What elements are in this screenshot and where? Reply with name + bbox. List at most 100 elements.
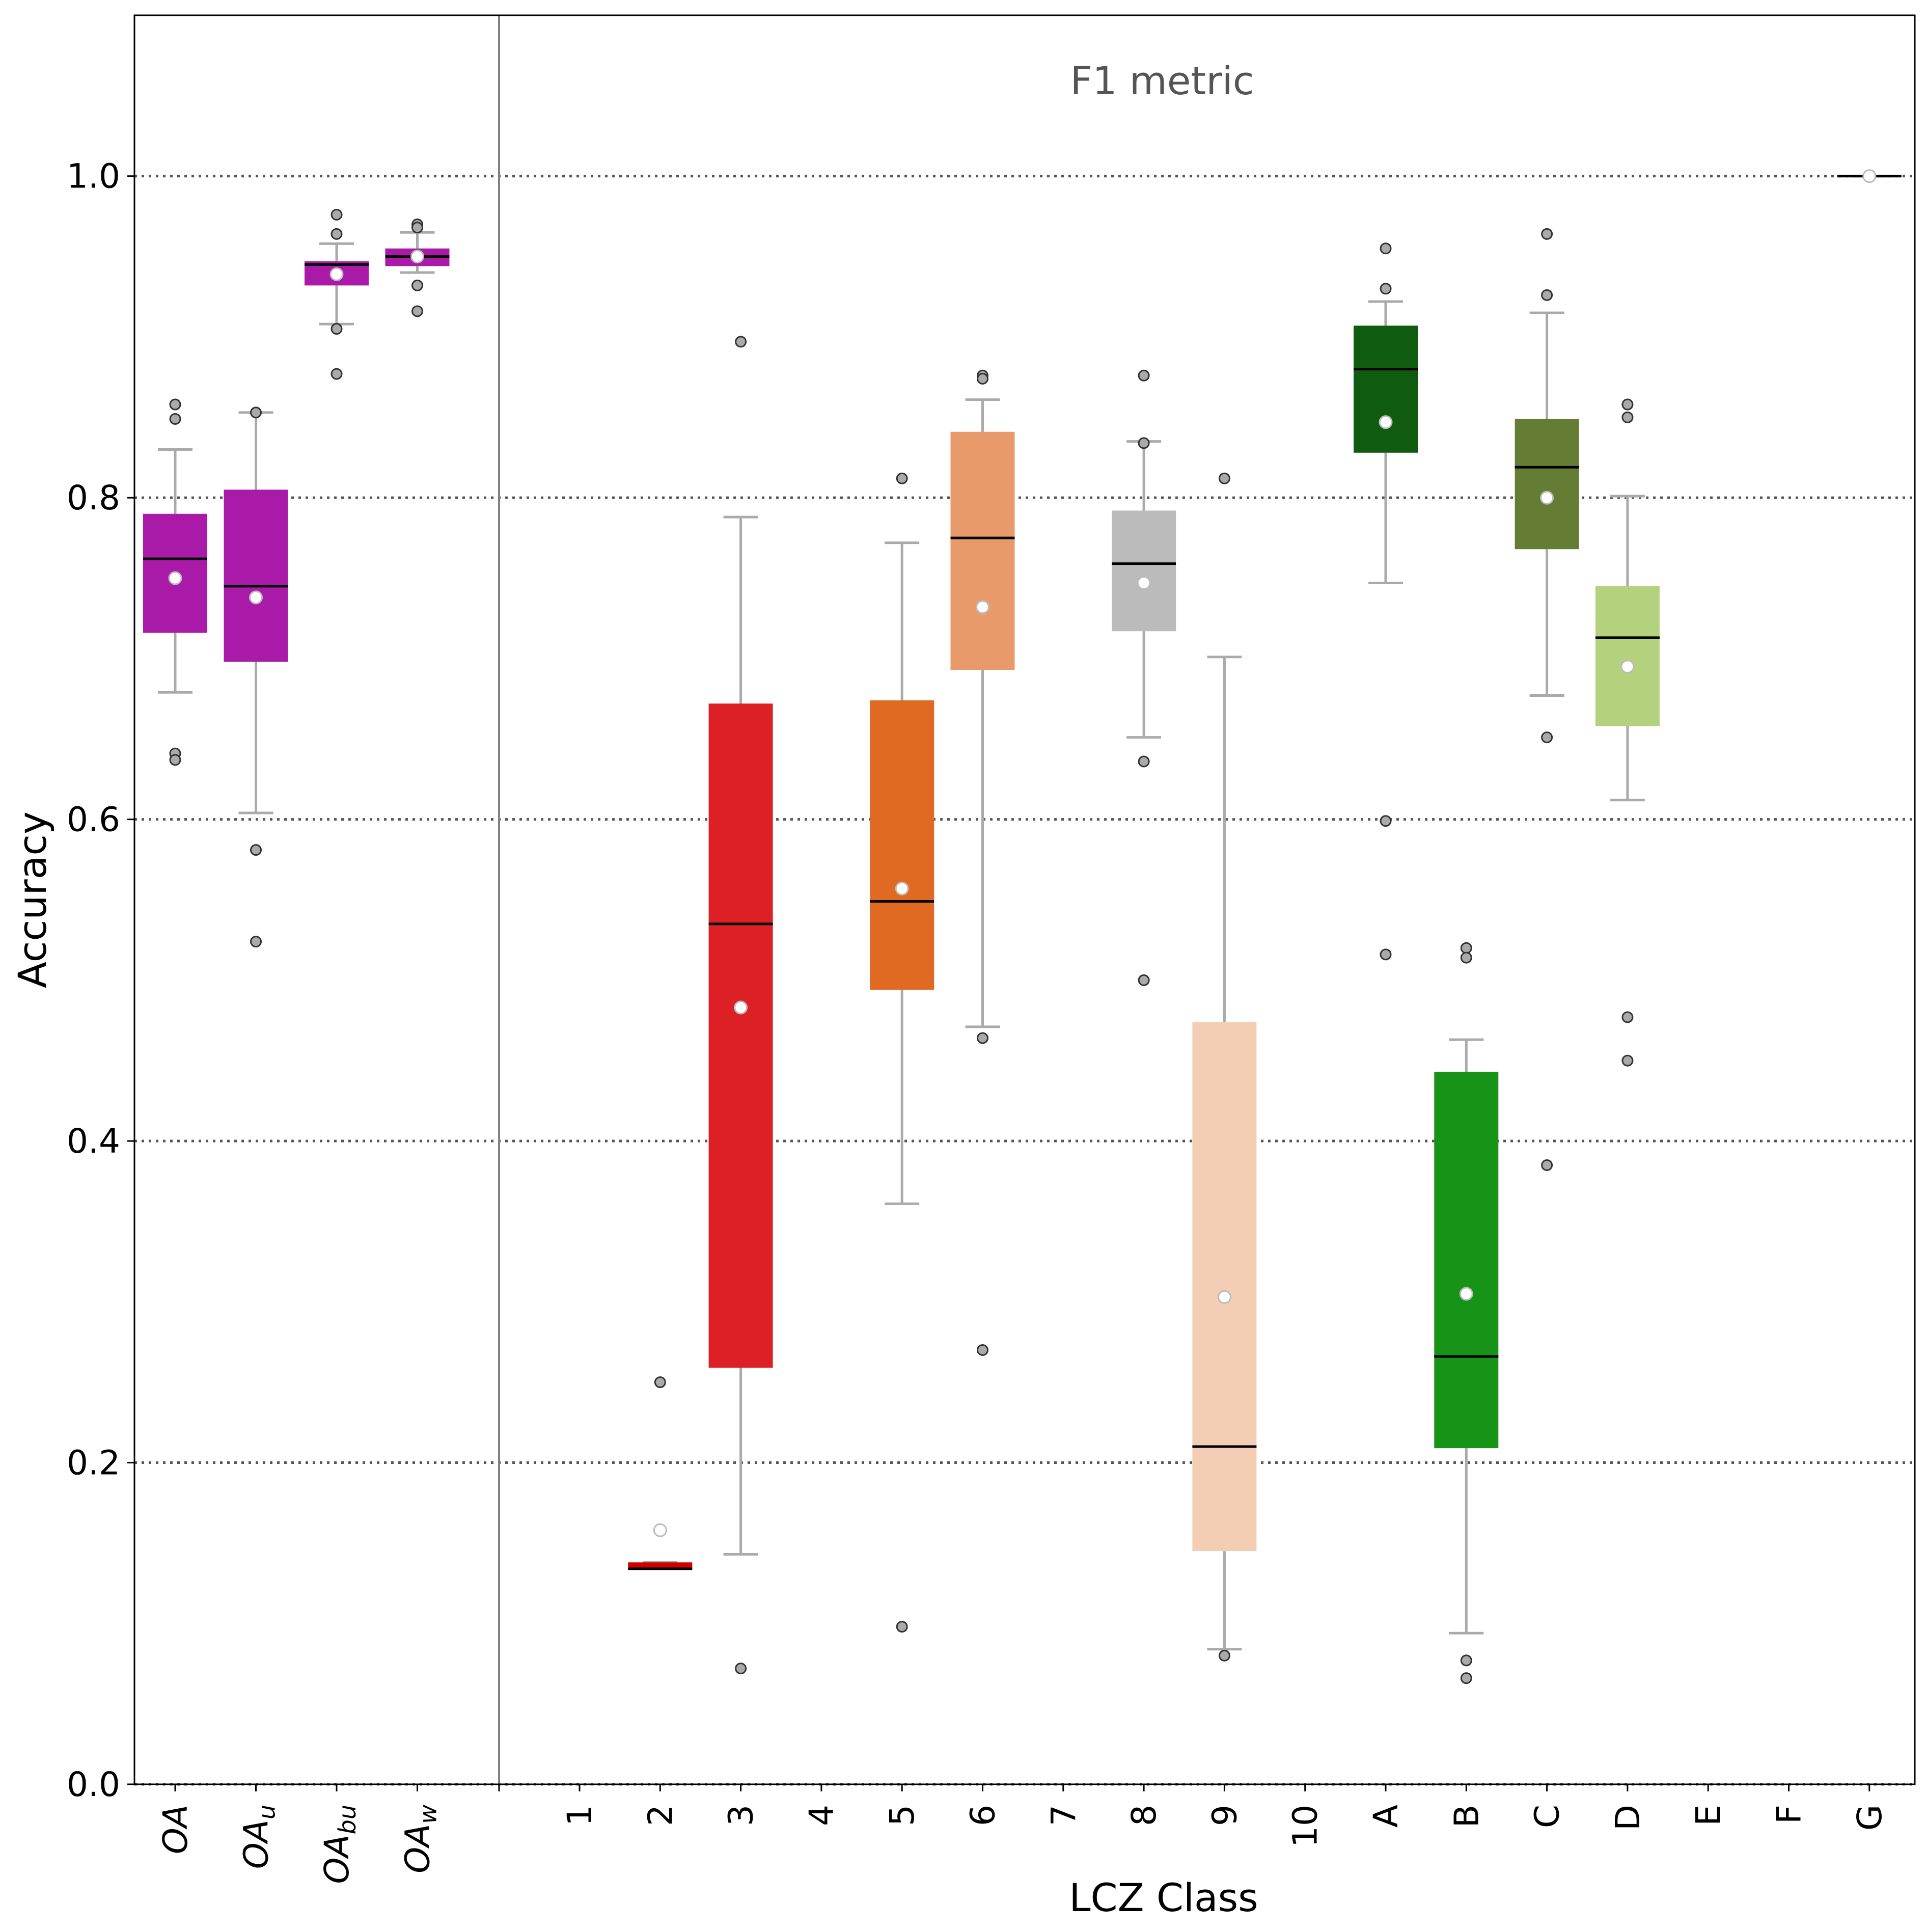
box-iqr bbox=[870, 700, 934, 990]
mean-point bbox=[249, 590, 263, 605]
outlier-point bbox=[1541, 289, 1553, 301]
x-tick-label-5: 5 bbox=[883, 1805, 922, 1826]
outlier-point bbox=[977, 1032, 988, 1044]
outlier-point bbox=[1621, 411, 1634, 423]
box-iqr bbox=[1434, 1072, 1499, 1449]
box-C bbox=[1515, 228, 1579, 1171]
box-iqr bbox=[1192, 1022, 1257, 1552]
x-tick-label-base: OA bbox=[237, 1819, 276, 1869]
outlier-point bbox=[1380, 283, 1392, 295]
x-tick-label-base: OA bbox=[156, 1805, 195, 1854]
x-tick-label-D: D bbox=[1608, 1805, 1647, 1831]
box-G bbox=[1837, 169, 1902, 183]
outlier-point bbox=[1380, 948, 1392, 961]
x-tick-label-C: C bbox=[1528, 1805, 1567, 1828]
outlier-point bbox=[896, 1621, 908, 1633]
outlier-point bbox=[1460, 951, 1472, 964]
mean-point bbox=[734, 1000, 748, 1015]
outlier-point bbox=[1138, 369, 1150, 382]
outlier-point bbox=[331, 228, 343, 240]
box-iqr bbox=[1112, 510, 1176, 632]
y-tick-label: 0.0 bbox=[67, 1765, 120, 1804]
mean-point bbox=[1217, 1290, 1231, 1304]
x-tick-label-OA_u: OAu bbox=[237, 1805, 281, 1869]
x-tick-label-7: 7 bbox=[1044, 1805, 1083, 1826]
outlier-point bbox=[331, 368, 343, 380]
x-tick-label-OA: OA bbox=[156, 1805, 195, 1854]
box-OA_bu bbox=[305, 209, 369, 380]
box-5 bbox=[870, 472, 934, 1633]
outlier-point bbox=[1138, 974, 1150, 986]
outlier-point bbox=[1541, 731, 1553, 744]
box-6 bbox=[950, 369, 1015, 1356]
outlier-point bbox=[411, 279, 423, 291]
box-8 bbox=[1112, 369, 1176, 986]
box-iqr bbox=[950, 431, 1015, 670]
x-tick-label-1: 1 bbox=[560, 1805, 599, 1826]
x-tick-label-base: OA bbox=[398, 1824, 437, 1873]
x-tick-label-OA_w: OAw bbox=[398, 1805, 442, 1873]
outlier-point bbox=[1460, 1672, 1472, 1684]
outlier-point bbox=[1218, 472, 1230, 484]
x-tick-label-3: 3 bbox=[722, 1805, 761, 1826]
box-OA_w bbox=[385, 218, 450, 317]
outlier-point bbox=[735, 1663, 747, 1675]
outlier-point bbox=[250, 844, 262, 856]
y-tick-label: 0.2 bbox=[67, 1444, 120, 1483]
mean-point bbox=[1459, 1287, 1473, 1301]
box-B bbox=[1434, 942, 1499, 1684]
mean-point bbox=[653, 1523, 667, 1537]
outlier-point bbox=[331, 209, 343, 221]
x-tick-label-A: A bbox=[1366, 1805, 1406, 1828]
outlier-point bbox=[1460, 1654, 1472, 1667]
x-tick-label-subscript: u bbox=[253, 1805, 281, 1819]
outlier-point bbox=[1138, 755, 1150, 768]
mean-point bbox=[1862, 169, 1877, 183]
x-tick-label-F: F bbox=[1770, 1805, 1809, 1824]
outlier-point bbox=[1621, 398, 1634, 411]
box-OA bbox=[143, 398, 207, 766]
outlier-point bbox=[1138, 437, 1150, 449]
mean-point bbox=[1137, 576, 1151, 590]
mean-point bbox=[410, 250, 424, 264]
y-tick-label: 0.4 bbox=[67, 1122, 120, 1161]
outlier-point bbox=[977, 1344, 988, 1356]
box-iqr bbox=[1595, 586, 1660, 726]
x-axis-title: LCZ Class bbox=[1069, 1875, 1258, 1920]
box-iqr bbox=[708, 703, 773, 1368]
y-tick-label: 0.8 bbox=[67, 478, 120, 518]
outlier-point bbox=[1218, 1649, 1230, 1662]
outlier-point bbox=[977, 373, 988, 385]
y-tick-label: 0.6 bbox=[67, 800, 120, 839]
box-2 bbox=[628, 1376, 693, 1570]
metric-annotation: F1 metric bbox=[1070, 58, 1254, 103]
outlier-point bbox=[654, 1376, 666, 1389]
outlier-point bbox=[1621, 1011, 1634, 1023]
box-A bbox=[1354, 242, 1418, 961]
outlier-point bbox=[1460, 942, 1472, 954]
grid-lines bbox=[134, 175, 1915, 1786]
x-tick-label-E: E bbox=[1689, 1805, 1728, 1826]
outlier-point bbox=[1380, 242, 1392, 255]
mean-point bbox=[976, 600, 989, 614]
outlier-point bbox=[1380, 815, 1392, 827]
plot-frame bbox=[133, 14, 1916, 1785]
outlier-point bbox=[169, 754, 181, 766]
mean-point bbox=[1620, 660, 1635, 674]
outlier-point bbox=[1621, 1054, 1634, 1067]
x-tick-label-subscript: w bbox=[415, 1805, 442, 1824]
x-tick-label-9: 9 bbox=[1205, 1805, 1244, 1826]
outlier-point bbox=[169, 398, 181, 411]
x-tick-label-4: 4 bbox=[802, 1805, 841, 1826]
box-OA_u bbox=[224, 406, 288, 948]
outlier-point bbox=[250, 936, 262, 948]
box-iqr bbox=[224, 489, 288, 662]
x-tick-label-8: 8 bbox=[1124, 1805, 1164, 1826]
outlier-point bbox=[1541, 1159, 1553, 1171]
x-tick-label-base: OA bbox=[317, 1834, 356, 1884]
outlier-point bbox=[331, 323, 343, 335]
box-D bbox=[1595, 398, 1660, 1067]
outlier-point bbox=[250, 406, 262, 419]
